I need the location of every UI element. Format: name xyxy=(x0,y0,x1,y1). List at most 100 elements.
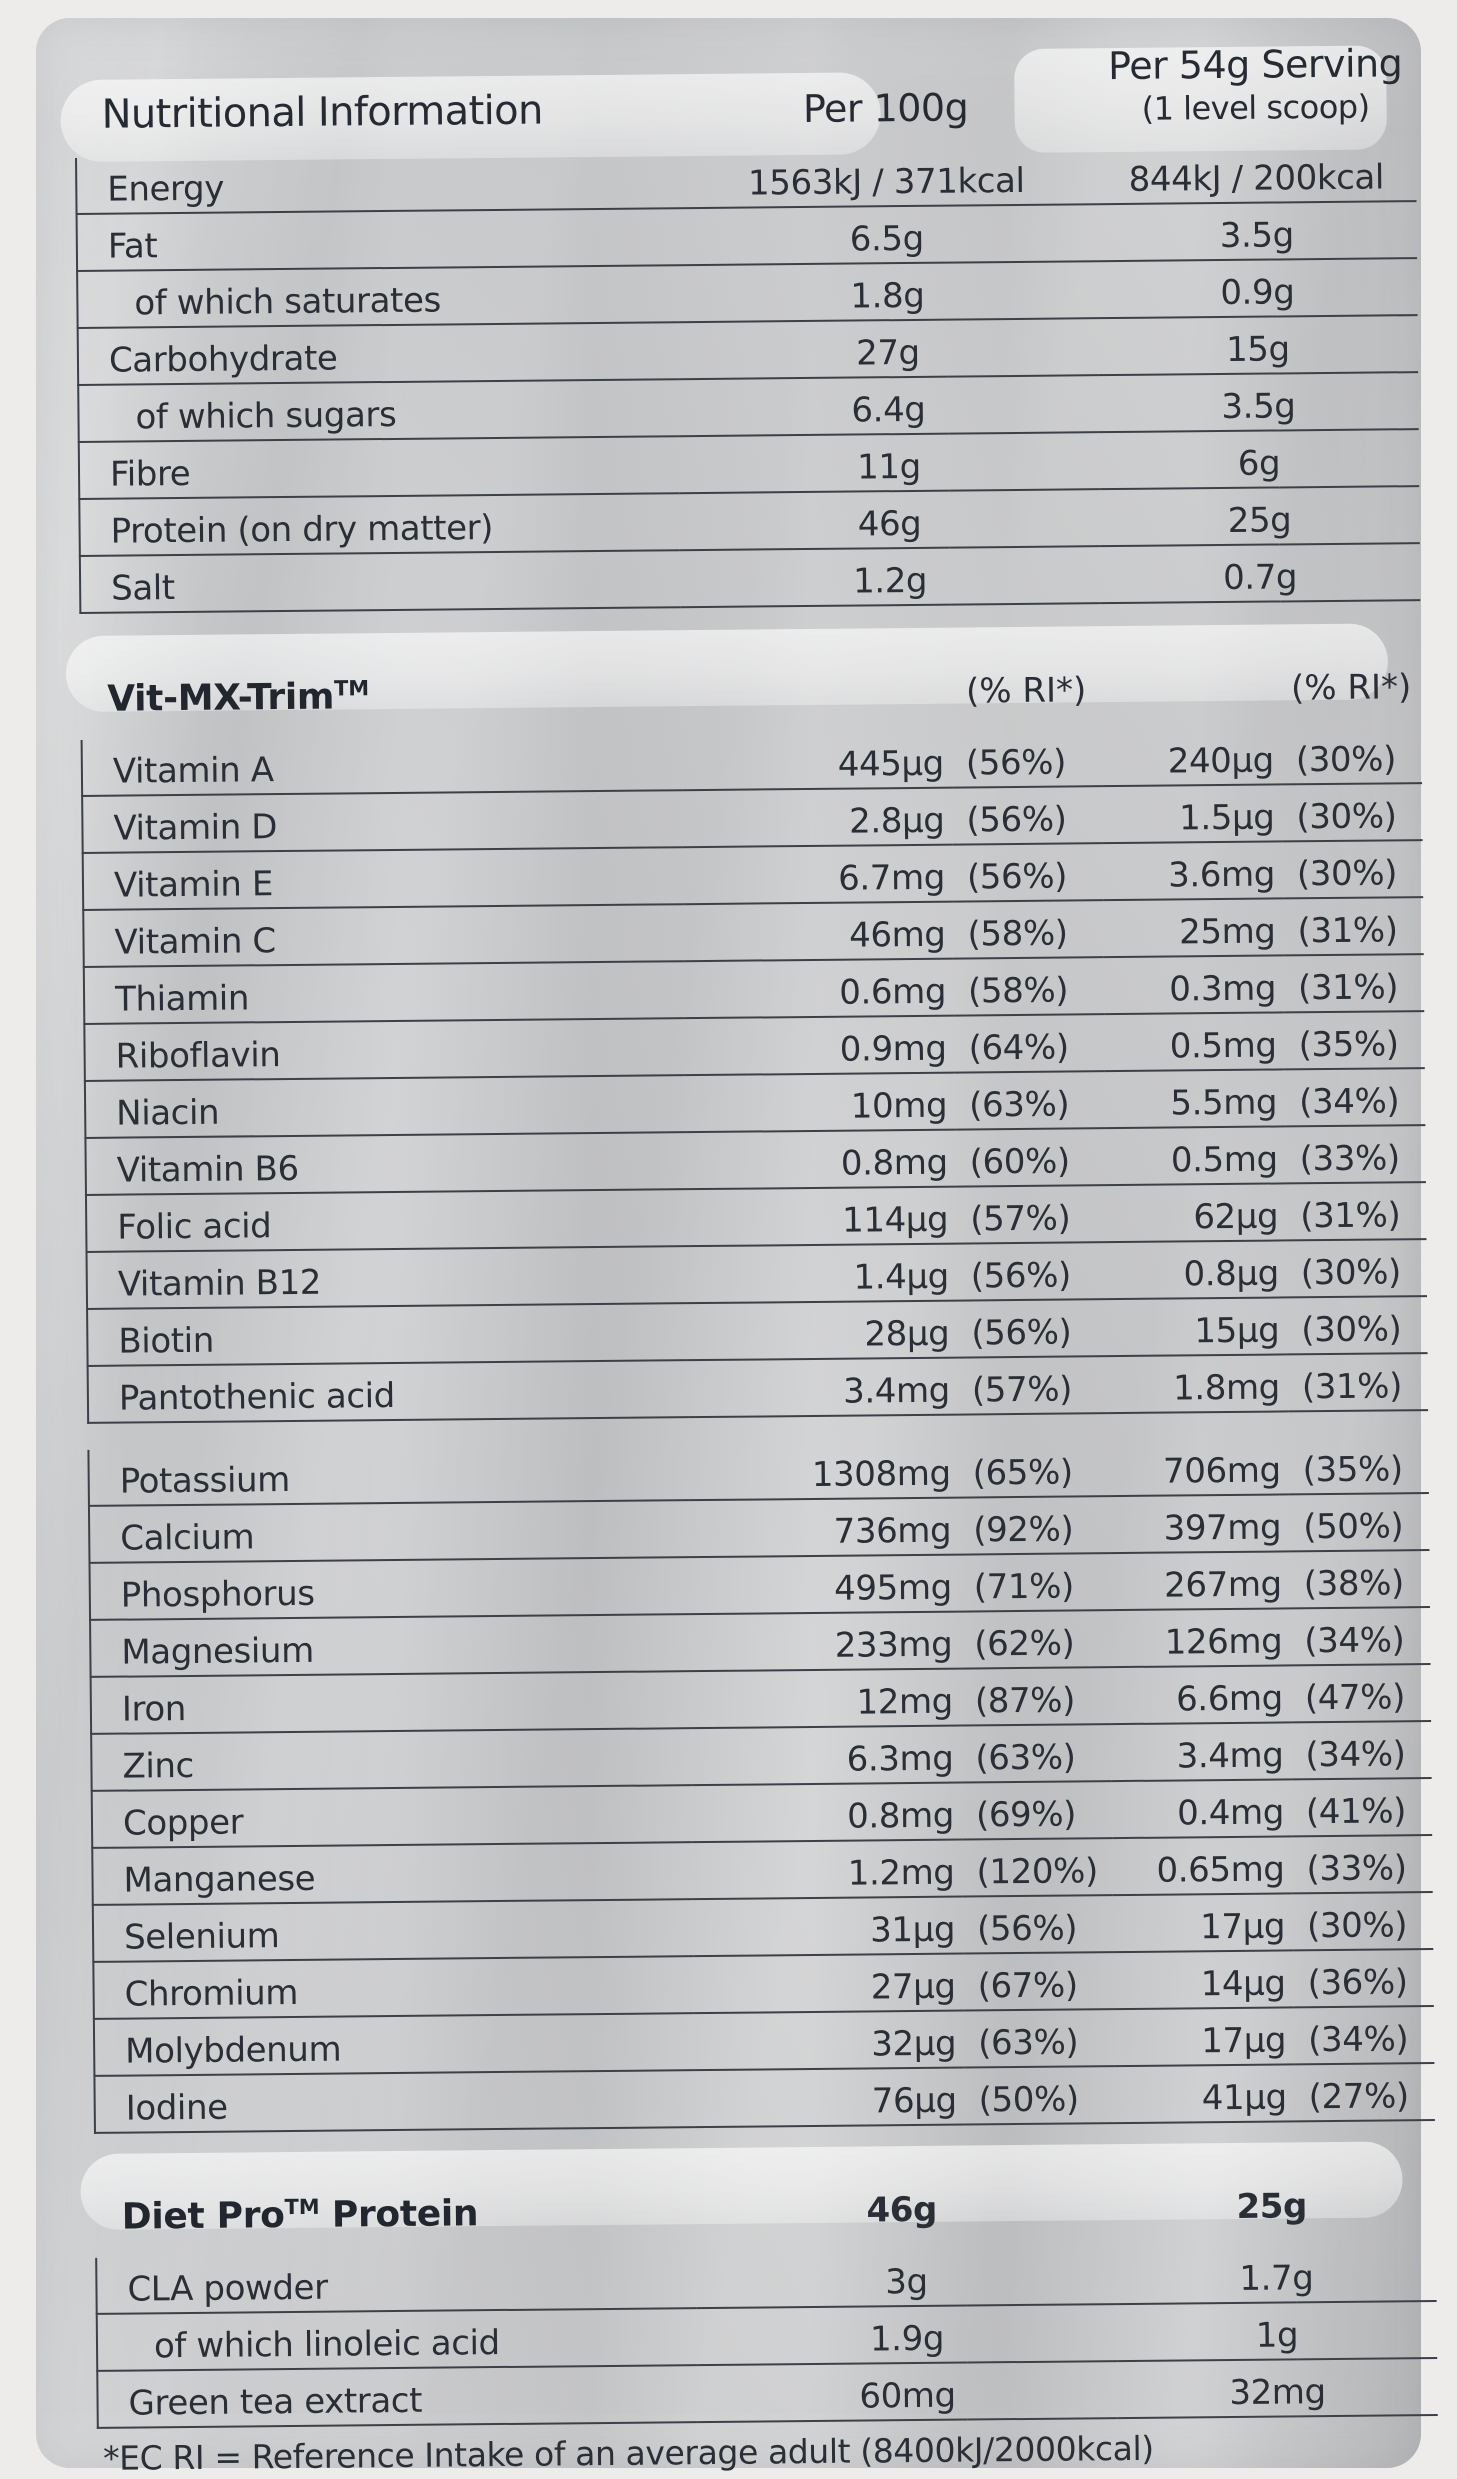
row-ri-per-serving-cell: (34%) xyxy=(1291,1721,1432,1780)
row-per-serving-value-cell: 0.3mg xyxy=(1103,955,1285,1015)
row-per-serving-value: 3.5g xyxy=(1221,386,1296,428)
row-per-100g-value: 32µg xyxy=(871,2023,957,2065)
row-per-serving-value-cell: 1.5µg xyxy=(1102,784,1283,844)
row-ri-per-100g-cell: (56%) xyxy=(951,730,1103,788)
row-per-100g-value: 1308mg xyxy=(811,1453,951,1495)
row-name-cell: Fibre xyxy=(78,436,680,499)
ri-header-per-100g: (% RI*) xyxy=(965,670,1087,712)
row-ri-per-100g-cell: (56%) xyxy=(957,1299,1108,1358)
row-per-100g-value-cell: 114µg xyxy=(685,1186,957,1247)
row-ri-per-100g-cell: (57%) xyxy=(957,1356,1109,1415)
row-ri-per-100g: (57%) xyxy=(970,1198,1071,1240)
row-ri-per-100g-cell: (56%) xyxy=(956,1242,1108,1301)
row-per-serving-value: 397mg xyxy=(1163,1507,1282,1549)
row-per-serving-value: 0.7g xyxy=(1222,557,1298,598)
vitmx-section-header-row: Vit-MX-TrimTM (% RI*) (% RI*) xyxy=(81,621,1422,726)
row-per-100g-value: 233mg xyxy=(834,1624,953,1666)
row-name-cell: of which sugars xyxy=(78,379,679,442)
row-per-100g-value: 28µg xyxy=(864,1313,950,1355)
row-per-serving-cell: 1g xyxy=(1116,2301,1438,2362)
row-ri-per-100g-cell: (58%) xyxy=(953,900,1104,959)
row-ri-per-100g: (63%) xyxy=(975,1737,1076,1779)
row-label: of which saturates xyxy=(134,280,442,324)
row-label: Iodine xyxy=(125,2087,228,2129)
row-ri-per-serving-cell: (47%) xyxy=(1290,1664,1432,1723)
row-per-serving-value: 0.9g xyxy=(1220,272,1295,314)
row-ri-per-100g: (62%) xyxy=(974,1623,1075,1665)
row-per-serving-cell: 25g xyxy=(1099,486,1420,547)
row-ri-per-100g: (56%) xyxy=(965,742,1067,784)
row-per-serving-value-cell: 17µg xyxy=(1112,1893,1294,1953)
row-label: Biotin xyxy=(118,1320,215,1362)
row-label: Selenium xyxy=(123,1916,280,1958)
row-ri-per-serving: (35%) xyxy=(1298,1024,1399,1066)
row-per-100g-value: 12mg xyxy=(856,1681,954,1723)
row-label: Zinc xyxy=(122,1745,195,1787)
row-per-serving-value: 15g xyxy=(1225,329,1290,370)
row-ri-per-100g-cell: (62%) xyxy=(960,1610,1111,1669)
row-ri-per-serving: (34%) xyxy=(1305,1734,1406,1776)
row-ri-per-serving: (34%) xyxy=(1304,1620,1405,1662)
row-label: Molybdenum xyxy=(125,2029,342,2072)
row-per-100g-cell: 60mg xyxy=(697,2361,1118,2423)
dietpro-section-title-suffix: Protein xyxy=(331,2193,479,2236)
row-label: Riboflavin xyxy=(115,1035,281,1077)
row-ri-per-100g: (56%) xyxy=(970,1255,1072,1297)
row-label: CLA powder xyxy=(127,2267,328,2310)
row-ri-per-serving: (31%) xyxy=(1297,967,1399,1009)
row-label: of which sugars xyxy=(135,394,397,438)
row-ri-per-100g-cell: (63%) xyxy=(961,1724,1112,1783)
row-per-100g-value: 2.8µg xyxy=(848,800,945,842)
page-title: Nutritional Information xyxy=(101,87,544,138)
row-per-serving-value: 844kJ / 200kcal xyxy=(1128,157,1385,200)
row-ri-per-serving-cell: (34%) xyxy=(1293,2006,1435,2065)
row-label: Fat xyxy=(107,226,158,267)
row-ri-per-serving: (30%) xyxy=(1296,853,1398,895)
row-per-serving-value: 706mg xyxy=(1162,1450,1281,1492)
row-per-100g-value-cell: 0.8mg xyxy=(685,1129,956,1190)
row-label: Copper xyxy=(122,1802,244,1844)
row-per-serving-value: 1.5µg xyxy=(1178,797,1275,839)
row-label: Folic acid xyxy=(117,1206,272,1248)
row-ri-per-100g: (56%) xyxy=(966,856,1068,898)
row-per-100g-value-cell: 12mg xyxy=(690,1668,962,1729)
row-per-100g-value-cell: 31µg xyxy=(692,1896,964,1957)
row-per-100g-value: 0.8mg xyxy=(840,1142,948,1184)
row-per-serving-cell: 3.5g xyxy=(1098,372,1419,433)
macronutrient-table: Nutritional Information Per 100g Per 54g… xyxy=(74,39,1421,614)
row-name-cell: Vitamin C xyxy=(83,904,684,967)
row-name-cell: Protein (on dry matter) xyxy=(79,493,680,556)
row-per-serving-value-cell: 126mg xyxy=(1110,1608,1291,1668)
row-per-serving-value: 1g xyxy=(1255,2315,1299,2356)
row-per-100g-value-cell: 32µg xyxy=(693,2010,965,2071)
row-per-serving-value-cell: 240µg xyxy=(1101,728,1283,787)
row-per-serving-value-cell: 3.4mg xyxy=(1111,1722,1292,1782)
nutrition-label-content: Nutritional Information Per 100g Per 54g… xyxy=(60,39,1438,2478)
row-per-100g-value: 11g xyxy=(857,446,922,488)
row-per-100g-value-cell: 76µg xyxy=(694,2067,965,2128)
row-per-serving-value: 14µg xyxy=(1200,1963,1286,2005)
row-per-serving-value-cell: 0.5mg xyxy=(1105,1126,1286,1186)
row-ri-per-serving: (35%) xyxy=(1302,1449,1403,1491)
row-per-100g-value: 1563kJ / 371kcal xyxy=(747,160,1025,204)
row-name-cell: Niacin xyxy=(84,1075,686,1138)
row-ri-per-100g: (60%) xyxy=(969,1141,1070,1183)
row-per-100g-value: 31µg xyxy=(869,1909,956,1951)
row-ri-per-serving: (36%) xyxy=(1307,1962,1408,2004)
row-per-serving-value: 3.4mg xyxy=(1176,1735,1284,1777)
table-header-row: Nutritional Information Per 100g Per 54g… xyxy=(75,39,1416,144)
row-label: Energy xyxy=(107,168,225,210)
row-ri-per-100g: (87%) xyxy=(974,1680,1076,1722)
row-ri-per-100g: (58%) xyxy=(967,970,1069,1012)
row-per-100g-value-cell: 1.2mg xyxy=(692,1839,963,1900)
row-per-serving-cell: 0.7g xyxy=(1099,543,1421,604)
row-ri-per-serving: (31%) xyxy=(1301,1366,1403,1408)
row-per-100g-value: 0.6mg xyxy=(839,971,947,1013)
row-per-serving-value-cell: 706mg xyxy=(1108,1438,1289,1497)
row-per-serving-value: 0.4mg xyxy=(1176,1792,1285,1834)
row-ri-per-serving-cell: (31%) xyxy=(1283,954,1425,1013)
vitmx-section-title: Vit-MX-TrimTM xyxy=(81,673,681,720)
row-label: Protein (on dry matter) xyxy=(110,508,494,552)
row-per-serving-value-cell: 3.6mg xyxy=(1102,841,1284,901)
row-per-serving-value-cell: 41µg xyxy=(1114,2064,1295,2124)
